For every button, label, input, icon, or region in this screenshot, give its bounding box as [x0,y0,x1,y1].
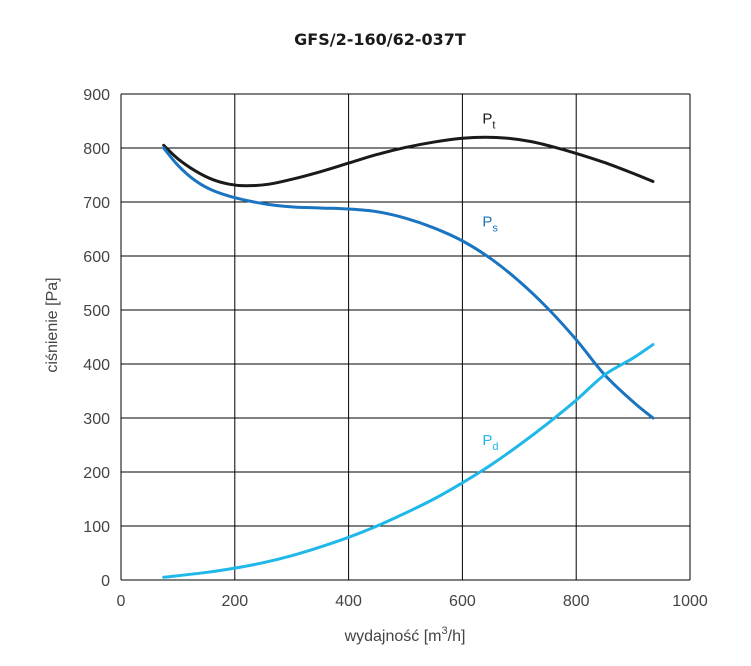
chart-title: GFS/2-160/62-037T [294,30,466,49]
x-axis-label-main: wydajność [m [344,628,442,645]
series-line-ps [162,146,655,420]
x-tick-label: 800 [563,593,590,610]
series-label-subscript: t [492,120,495,132]
y-tick-label: 700 [83,195,110,212]
y-tick-label: 500 [83,303,110,320]
series-label-subscript: s [492,222,498,234]
x-axis-label-suffix: /h] [448,628,466,645]
x-tick-label: 200 [221,593,248,610]
series-label-main: P [482,432,492,449]
y-tick-label: 100 [83,519,110,536]
y-axis-ticks: 0 100 200 300 400 500 600 700 800 900 [83,87,110,590]
series-label-main: P [482,213,492,230]
x-axis-ticks: 0 200 400 600 800 1000 [117,593,708,610]
series-lines [162,135,655,579]
series-label-pd: Pd [482,432,498,453]
y-tick-label: 800 [83,141,110,158]
x-axis-label: wydajność [m3/h] [344,625,466,645]
y-tick-label: 400 [83,357,110,374]
series-label-ps: Ps [482,213,498,234]
grid [120,93,691,581]
series-line-pt [162,135,655,188]
series-line-pd [162,343,655,579]
y-tick-label: 900 [83,87,110,104]
y-tick-label: 600 [83,249,110,266]
y-tick-label: 0 [101,573,110,590]
y-tick-label: 300 [83,411,110,428]
series-label-pt: Pt [482,111,495,132]
series-label-subscript: d [492,441,498,453]
series-label-main: P [482,111,492,128]
x-tick-label: 0 [117,593,126,610]
x-tick-label: 600 [449,593,476,610]
x-axis-label-superscript: 3 [442,625,448,637]
x-tick-label: 1000 [672,593,708,610]
x-tick-label: 400 [335,593,362,610]
y-tick-label: 200 [83,465,110,482]
y-axis-label: ciśnienie [Pa] [44,277,61,372]
